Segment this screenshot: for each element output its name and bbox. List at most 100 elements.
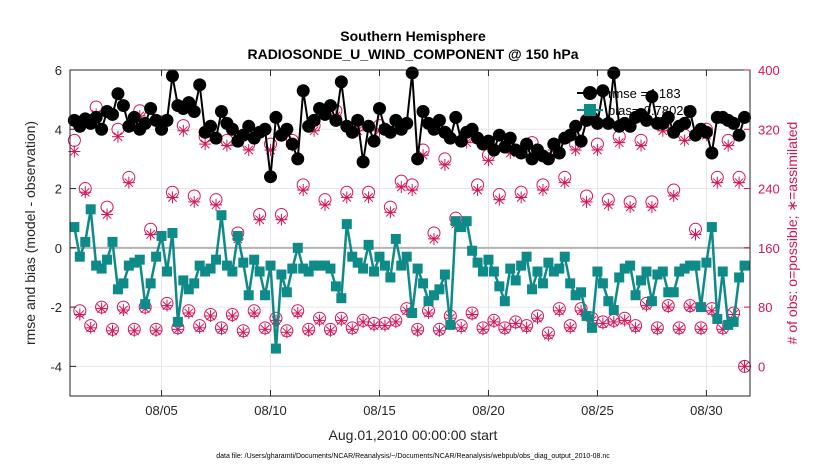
bias-point [570, 290, 581, 301]
bias-point [581, 310, 592, 321]
obs-assimilated-point [673, 323, 686, 336]
x-tick-label: 08/05 [145, 403, 178, 418]
bias-point [505, 263, 516, 274]
obs-assimilated-point [607, 315, 620, 328]
obs-assimilated-point [111, 130, 124, 143]
obs-assimilated-point [106, 324, 119, 337]
obs-assimilated-point [553, 304, 566, 317]
bias-point [161, 266, 172, 277]
bias-point [314, 260, 325, 271]
bias-point [712, 313, 723, 324]
obs-assimilated-point [477, 323, 490, 336]
bias-point [723, 319, 734, 330]
obs-assimilated-point [237, 326, 250, 339]
bias-point [320, 260, 330, 271]
bias-point [706, 222, 717, 233]
bias-point [254, 266, 265, 277]
bias-point [358, 263, 369, 274]
plot-frame [69, 69, 751, 397]
obs-assimilated-point [378, 319, 391, 332]
obs-assimilated-point [101, 208, 114, 221]
bias-point [140, 299, 151, 310]
obs-assimilated-point [291, 307, 304, 320]
bias-point [189, 278, 200, 289]
rmse-point [590, 116, 604, 130]
bias-point [369, 266, 380, 277]
bias-point [211, 254, 222, 265]
y-tick-label: 2 [55, 182, 62, 197]
bias-point [325, 263, 336, 274]
rmse-point [552, 146, 566, 160]
rmse-point [541, 152, 555, 166]
bias-point [516, 260, 527, 271]
bias-point [156, 230, 167, 241]
obs-assimilated-point [177, 124, 190, 137]
bias-point [96, 263, 107, 274]
obs-assimilated-point [220, 139, 233, 152]
bias-point [434, 284, 445, 295]
rmse-point [127, 110, 141, 124]
bias-point [483, 254, 494, 265]
bias-point [205, 263, 216, 274]
bias-point [418, 278, 429, 289]
bias-point [107, 236, 118, 247]
rmse-point [291, 152, 305, 166]
obs-assimilated-point [422, 307, 435, 320]
obs-assimilated-point [678, 134, 691, 147]
bias-point [521, 251, 532, 262]
obs-assimilated-point [694, 323, 707, 336]
rmse-point [449, 110, 463, 124]
obs-assimilated-point [248, 307, 261, 320]
rmse-point [323, 99, 337, 113]
rmse-point [214, 104, 228, 118]
rmse-point [569, 119, 583, 133]
rmse-point [329, 113, 343, 127]
rmse-point [264, 170, 278, 184]
rmse-point [443, 131, 457, 145]
bias-point [685, 260, 696, 271]
bias-point [625, 260, 636, 271]
bias-point [145, 278, 156, 289]
bias-point [439, 269, 450, 280]
obs-assimilated-point [210, 198, 223, 211]
obs-assimilated-point [319, 198, 331, 211]
bias-point [668, 287, 679, 298]
bias-point [728, 316, 739, 327]
rmse-point [351, 113, 365, 127]
bias-point [352, 257, 363, 268]
bias-point [123, 260, 134, 271]
obs-assimilated-point [455, 321, 468, 334]
bias-point [499, 296, 510, 307]
bias-point [276, 269, 287, 280]
bias-point [265, 260, 276, 271]
bias-point [151, 251, 162, 262]
bias-point [69, 222, 80, 233]
bias-point [216, 210, 227, 221]
bias-point [701, 257, 712, 268]
rmse-point [144, 102, 158, 116]
bias-point [374, 251, 385, 262]
x-tick-label: 08/25 [581, 403, 614, 418]
bias-point [238, 257, 249, 268]
rmse-point [187, 104, 201, 118]
obs-assimilated-point [389, 315, 402, 328]
obs-assimilated-point [596, 317, 609, 330]
bias-point [178, 275, 189, 286]
bias-point [249, 254, 260, 265]
rmse-point [95, 122, 109, 136]
rmse-point [280, 122, 294, 136]
bias-point [734, 272, 745, 283]
obs-assimilated-point [498, 323, 511, 336]
bias-point [303, 266, 314, 277]
obs-assimilated-point [384, 206, 397, 219]
ticks-layer: 08/05 08/10 08/15 08/20 08/25 08/30 -4 -2 0 2 4 6 0 8… [50, 63, 779, 418]
rmse-point [607, 66, 621, 80]
obs-assimilated-point [122, 176, 135, 189]
y-right-tick-label: 80 [758, 300, 772, 315]
obs-assimilated-point [558, 176, 571, 189]
rmse-point [503, 131, 517, 145]
rmse-point [204, 119, 218, 133]
bias-point [330, 281, 341, 292]
bias-point [102, 254, 113, 265]
obs-assimilated-point [662, 301, 675, 314]
